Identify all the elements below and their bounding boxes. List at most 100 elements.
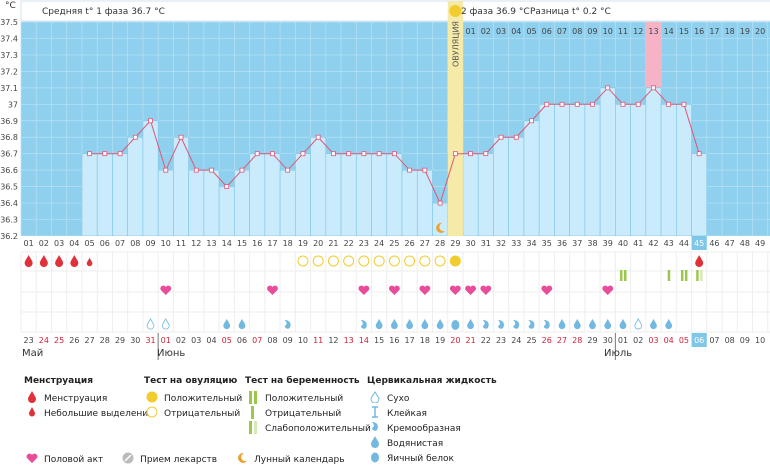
temperature-point xyxy=(483,151,489,157)
cycle-day-label: 49 xyxy=(755,239,765,248)
sticky-icon xyxy=(367,406,383,421)
ovulation-test-negative xyxy=(419,255,431,267)
date-label: 27 xyxy=(84,336,94,345)
cycle-day-label: 43 xyxy=(664,239,674,248)
ovulation-test-negative xyxy=(404,255,416,267)
cycle-day-label: 05 xyxy=(84,239,94,248)
temperature-bar xyxy=(401,169,418,237)
legend-label: Клейкая xyxy=(387,408,427,419)
date-label: 02 xyxy=(633,336,643,345)
menstruation-drop xyxy=(39,255,48,267)
legend-label: Небольшие выделения xyxy=(44,408,154,419)
temperature-bar xyxy=(96,153,113,237)
date-label: 25 xyxy=(526,336,536,345)
phase2-day-label: 15 xyxy=(679,27,689,36)
date-label: 13 xyxy=(344,336,354,345)
temperature-bar xyxy=(112,153,128,237)
cycle-day-label: 40 xyxy=(618,239,628,248)
temperature-bar xyxy=(493,136,509,237)
cycle-day-label: 01 xyxy=(24,239,34,248)
mucus-creamy xyxy=(482,320,489,329)
cycle-day-label: 28 xyxy=(435,239,445,248)
date-label: 04 xyxy=(664,336,674,345)
cycle-day-label: 12 xyxy=(191,239,201,248)
legend-bottom: Половой акт Прием лекарств Лунный календ… xyxy=(24,452,345,468)
temperature-point xyxy=(620,101,626,107)
temperature-bar xyxy=(249,153,266,237)
mucus-dry xyxy=(634,318,643,330)
temperature-point xyxy=(696,151,702,157)
yellow-circle-icon xyxy=(144,391,160,406)
temperature-bar xyxy=(325,153,342,237)
legend-label: Лунный календарь xyxy=(253,454,345,465)
header-band xyxy=(20,0,770,22)
month-july: Июль xyxy=(604,348,633,359)
cycle-day-label: 24 xyxy=(374,239,384,248)
empty-circle-icon xyxy=(144,406,160,421)
ovulation-label: ОВУЛЯЦИЯ xyxy=(451,21,460,67)
mucus-watery xyxy=(665,318,673,330)
temperature-bar xyxy=(416,169,433,237)
temperature-point xyxy=(559,101,565,107)
cycle-day-label: 18 xyxy=(283,239,293,248)
temperature-bar xyxy=(660,104,677,237)
temperature-point xyxy=(331,151,336,157)
menstruation-drop xyxy=(70,255,79,267)
temperature-point xyxy=(132,134,138,140)
date-label: 26 xyxy=(542,336,552,345)
mucus-watery xyxy=(589,318,596,330)
cycle-day-label: 46 xyxy=(709,239,719,248)
phase2-day-label: 05 xyxy=(526,27,536,36)
date-label: 24 xyxy=(39,336,49,345)
drop-icon xyxy=(24,391,40,406)
y-tick-label: 36.9 xyxy=(0,117,18,126)
date-label: 29 xyxy=(587,336,597,345)
cycle-day-label: 20 xyxy=(313,239,323,248)
temperature-point xyxy=(178,134,184,140)
date-label: 17 xyxy=(405,336,415,345)
temperature-point xyxy=(391,151,397,157)
legend-label: Кремообразная xyxy=(387,423,461,434)
cycle-day-label: 35 xyxy=(542,239,552,248)
phase2-label: 2 фаза xyxy=(461,7,494,17)
temperature-point xyxy=(239,167,245,173)
pregnancy-test-weak xyxy=(696,270,699,281)
legend-title-pregnancy-test: Тест на беременность xyxy=(245,376,360,386)
mucus-watery xyxy=(604,318,612,330)
temperature-bar xyxy=(218,186,235,237)
temperature-point xyxy=(285,167,291,173)
temperature-point xyxy=(315,134,321,140)
legend-label: Менструация xyxy=(44,393,108,404)
y-tick-label: 37.1 xyxy=(0,84,18,93)
date-label: 29 xyxy=(115,336,125,345)
moon-icon xyxy=(234,452,250,467)
date-label: 16 xyxy=(389,336,399,345)
legend-ovulation-test: Тест на овуляцию Положительный Отрицател… xyxy=(144,376,242,421)
temperature-bar xyxy=(81,153,98,237)
phase2-day-label: 14 xyxy=(664,27,674,36)
two-lines-icon xyxy=(245,390,261,407)
date-label: 12 xyxy=(328,336,338,345)
mucus-watery xyxy=(421,318,429,330)
temperature-point xyxy=(254,151,260,157)
date-label: 01 xyxy=(618,336,628,345)
date-label: 07 xyxy=(252,336,262,345)
mucus-dry xyxy=(161,318,170,330)
date-label: 05 xyxy=(679,336,689,345)
menstruation-drop xyxy=(24,255,33,267)
pregnancy-test-positive xyxy=(680,270,684,281)
date-label: 03 xyxy=(648,336,658,345)
temperature-bar xyxy=(371,153,388,237)
legend-item-medication: Прием лекарств xyxy=(120,452,217,467)
cycle-day-label: 06 xyxy=(100,239,110,248)
temperature-bar xyxy=(173,136,189,237)
cycle-day-label: 38 xyxy=(587,239,597,248)
temperature-point xyxy=(346,151,352,157)
temperature-point xyxy=(102,151,108,157)
cycle-day-label: 31 xyxy=(481,239,491,248)
cycle-day-label: 45 xyxy=(694,239,704,248)
temperature-point xyxy=(148,118,153,124)
legend-item-ovulation-negative: Отрицательный xyxy=(144,406,242,421)
temperature-point xyxy=(117,151,123,157)
legend-item-pregnancy-negative: Отрицательный xyxy=(245,405,371,421)
